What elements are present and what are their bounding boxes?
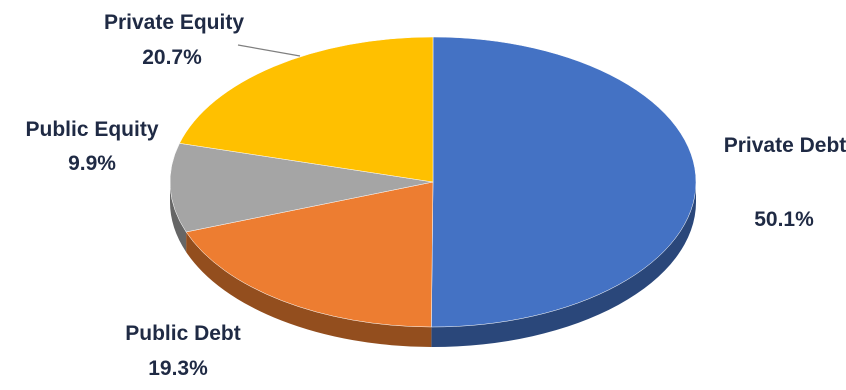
pie-sides [170, 182, 696, 347]
side-public-debt [186, 231, 432, 347]
label-public-debt-name: Public Debt [125, 322, 241, 345]
label-public-equity-name: Public Equity [25, 118, 158, 141]
slice-private-equity [179, 36, 434, 183]
label-private-debt-text: Private Debt [724, 134, 846, 157]
side-private-debt [431, 182, 696, 347]
label-private-equity-value: 20.7% [142, 46, 202, 69]
slice-public-debt [185, 181, 434, 328]
label-private-equity-name: Private Equity [104, 11, 244, 34]
label-public-debt-value: 19.3% [148, 357, 208, 380]
private-equity-leader-line [237, 44, 301, 57]
pie-slices [169, 36, 697, 328]
label-private-debt-value: 50.1% [754, 208, 814, 231]
slice-private-debt [431, 36, 697, 328]
label-private-debt-name: Private Debt [724, 134, 846, 157]
side-public-equity [170, 182, 187, 252]
label-public-equity-value: 9.9% [68, 152, 116, 175]
slice-public-equity [169, 143, 434, 233]
